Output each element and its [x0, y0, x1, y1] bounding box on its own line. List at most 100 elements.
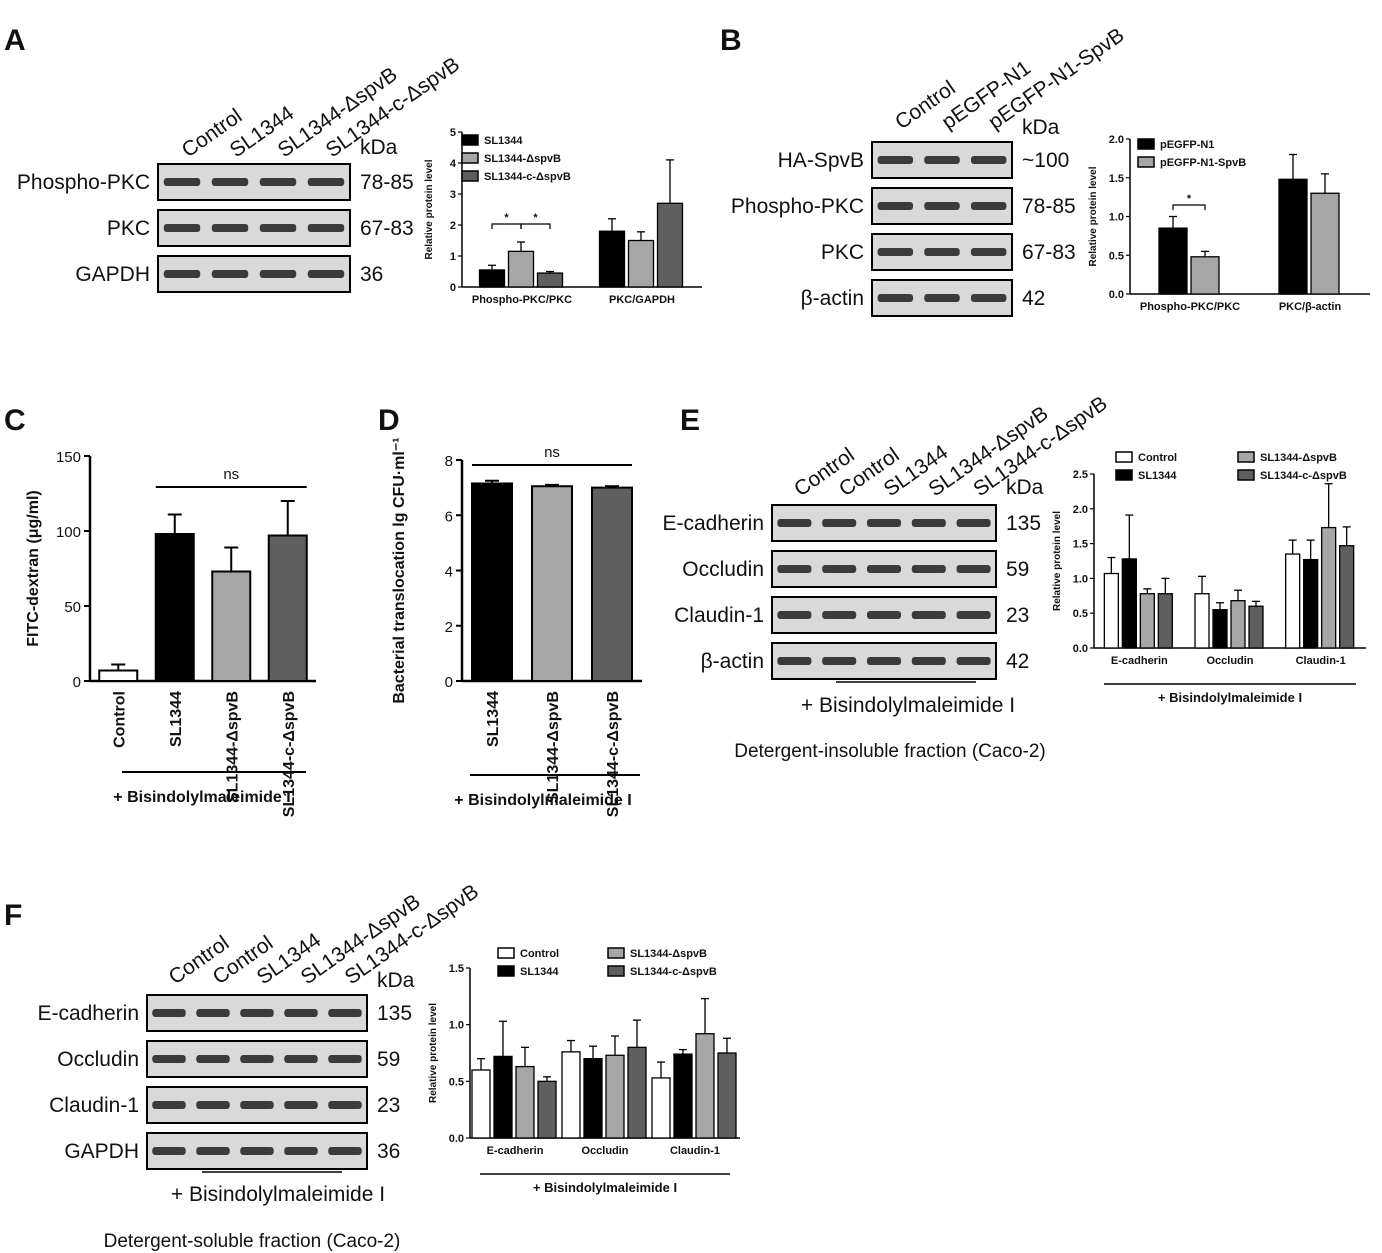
b-y-axis-label: Relative protein level: [1088, 166, 1099, 266]
a-significance-bracket: [491, 223, 522, 229]
F-kda-value: 135: [377, 1002, 412, 1025]
d-x-tick-label: SL1344-c-ΔspvB: [605, 691, 622, 817]
B-kda-value: 67-83: [1022, 241, 1076, 264]
B-band: [877, 156, 914, 164]
A-protein-label: PKC: [107, 217, 150, 240]
B-kda-value: 42: [1022, 287, 1045, 310]
a-legend-swatch-sl1344-c-spvb: [461, 170, 479, 182]
d-y-tick-label: 0: [445, 674, 453, 691]
f-x-tick-label: Claudin-1: [670, 1145, 720, 1157]
b-y-tick-label: 0.5: [1109, 250, 1124, 262]
f-bar-sl1344-occludin: [583, 1058, 603, 1139]
E-band: [777, 519, 812, 527]
A-band: [163, 178, 201, 186]
B-band: [970, 202, 1007, 210]
A-band: [211, 178, 249, 186]
F-kda-header: kDa: [377, 969, 415, 992]
c-bar-sl1344: [154, 533, 195, 682]
f-caption: Detergent-soluble fraction (Caco-2): [104, 1231, 401, 1252]
e-legend-swatch-sl1344-spvb: [1237, 451, 1255, 463]
f-legend-label: SL1344: [520, 966, 559, 978]
e-bar-sl1344-spvb-claudin-1: [1321, 526, 1337, 649]
F-band: [284, 1009, 318, 1017]
F-band: [328, 1009, 362, 1017]
E-band: [956, 565, 991, 573]
f-legend-swatch-sl1344-c-spvb: [607, 965, 625, 977]
E-kda-value: 23: [1006, 604, 1029, 627]
A-kda-value: 78-85: [360, 171, 414, 194]
d-y-axis-label: Bacterial translocation lg CFU·ml⁻¹: [391, 437, 408, 703]
f-bar-control-e-cadherin: [471, 1069, 491, 1139]
E-protein-label: E-cadherin: [662, 512, 764, 535]
A-band: [259, 270, 297, 278]
F-band: [284, 1101, 318, 1109]
F-kda-value: 59: [377, 1048, 400, 1071]
B-band: [877, 248, 914, 256]
A-kda-value: 67-83: [360, 217, 414, 240]
c-ns-label: ns: [223, 466, 239, 483]
B-protein-label: Phospho-PKC: [731, 195, 864, 218]
B-band: [924, 202, 960, 210]
F-band: [240, 1101, 274, 1109]
e-y-tick-label: 0.0: [1073, 643, 1088, 655]
E-kda-value: 135: [1006, 512, 1041, 535]
F-protein-label: E-cadherin: [37, 1002, 139, 1025]
d-bar-sl1344: [471, 482, 513, 683]
F-protein-label: Claudin-1: [49, 1094, 139, 1117]
E-band: [956, 657, 991, 665]
E-band: [911, 565, 946, 573]
e-legend-label: SL1344-ΔspvB: [1260, 452, 1337, 464]
a-y-tick-label: 4: [450, 158, 457, 170]
E-kda-value: 59: [1006, 558, 1029, 581]
B-protein-label: PKC: [821, 241, 864, 264]
e-bar-sl1344-occludin: [1212, 609, 1228, 649]
e-x-tick-label: E-cadherin: [1111, 655, 1168, 667]
b-significance-bracket: [1172, 204, 1206, 210]
f-legend-label: SL1344-c-ΔspvB: [630, 966, 717, 978]
panel-label-c: C: [4, 404, 26, 437]
E-protein-label: Occludin: [682, 558, 764, 581]
a-y-tick-label: 1: [450, 251, 456, 263]
e-bar-sl1344-claudin-1: [1303, 558, 1319, 649]
f-bar-control-claudin-1: [651, 1077, 671, 1139]
e-bar-sl1344-spvb-occludin: [1230, 600, 1246, 649]
B-band: [877, 202, 914, 210]
A-band: [211, 270, 249, 278]
e-x-tick-label: Claudin-1: [1296, 655, 1346, 667]
F-band: [240, 1147, 274, 1155]
a-bar-sl1344-phospho-pkc-pkc: [478, 269, 506, 288]
c-y-axis-label: FITC-dextran (μg/ml): [25, 490, 42, 646]
A-kda-value: 36: [360, 263, 383, 286]
E-band: [866, 657, 902, 665]
a-y-axis-label: Relative protein level: [424, 159, 435, 259]
a-significance-label: *: [504, 212, 509, 224]
c-x-tick-label: SL1344-ΔspvB: [224, 691, 241, 803]
F-protein-label: Occludin: [57, 1048, 139, 1071]
f-bar-sl1344-c-spvb-e-cadherin: [537, 1080, 557, 1139]
a-bar-sl1344-spvb-phospho-pkc-pkc: [507, 250, 535, 288]
e-bar-sl1344-e-cadherin: [1121, 558, 1137, 649]
F-band: [196, 1055, 230, 1063]
e-y-axis-label: Relative protein level: [1052, 511, 1063, 611]
e-bar-sl1344-c-spvb-claudin-1: [1339, 545, 1355, 649]
F-band: [328, 1055, 362, 1063]
b-y-tick-label: 1.0: [1109, 212, 1124, 224]
d-y-tick-label: 2: [445, 619, 453, 636]
a-x-tick-label: PKC/GAPDH: [609, 294, 675, 306]
E-band: [911, 611, 946, 619]
F-band: [152, 1055, 186, 1063]
a-y-tick-label: 3: [450, 189, 456, 201]
B-band: [970, 294, 1007, 302]
f-legend-swatch-sl1344: [497, 965, 515, 977]
f-blot-treatment: + Bisindolylmaleimide I: [171, 1183, 385, 1206]
b-bar-pegfp-n1-spvb-pkc-actin: [1310, 192, 1340, 295]
E-band: [956, 519, 991, 527]
F-band: [196, 1101, 230, 1109]
B-band: [877, 294, 914, 302]
a-bar-sl1344-pkc-gapdh: [598, 230, 626, 288]
e-bar-sl1344-spvb-e-cadherin: [1139, 593, 1155, 649]
f-bar-sl1344-spvb-claudin-1: [695, 1033, 715, 1139]
A-band: [259, 178, 297, 186]
A-band: [211, 224, 249, 232]
E-band: [822, 657, 857, 665]
